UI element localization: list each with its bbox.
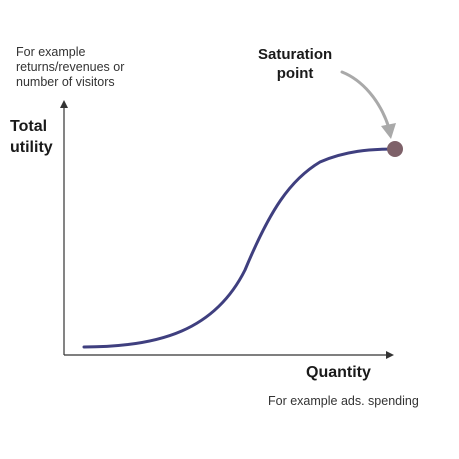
y-axis-label: Total utility bbox=[10, 116, 53, 158]
y-axis-label-line: utility bbox=[10, 139, 53, 156]
utility-curve bbox=[82, 147, 397, 349]
saturation-label-line: Saturation bbox=[258, 46, 333, 63]
saturation-point-label: Saturation point bbox=[258, 45, 332, 83]
x-axis-note: For example ads. spending bbox=[268, 394, 419, 408]
saturation-pointer-arrow bbox=[340, 70, 391, 130]
saturation-label-line: point bbox=[276, 65, 314, 82]
y-axis-note-line: number of visitors bbox=[16, 75, 115, 89]
saturation-point-dot bbox=[387, 141, 403, 157]
x-axis-label: Quantity bbox=[306, 364, 371, 381]
y-axis-label-line: Total bbox=[10, 118, 48, 135]
saturation-pointer-arrowhead bbox=[381, 123, 396, 139]
y-axis-arrowhead bbox=[60, 100, 68, 108]
y-axis-note-line: returns/revenues or bbox=[16, 60, 125, 74]
x-axis-arrowhead bbox=[386, 351, 394, 359]
y-axis-note: For example returns/revenues or number o… bbox=[16, 45, 124, 90]
y-axis-note-line: For example bbox=[16, 45, 86, 59]
